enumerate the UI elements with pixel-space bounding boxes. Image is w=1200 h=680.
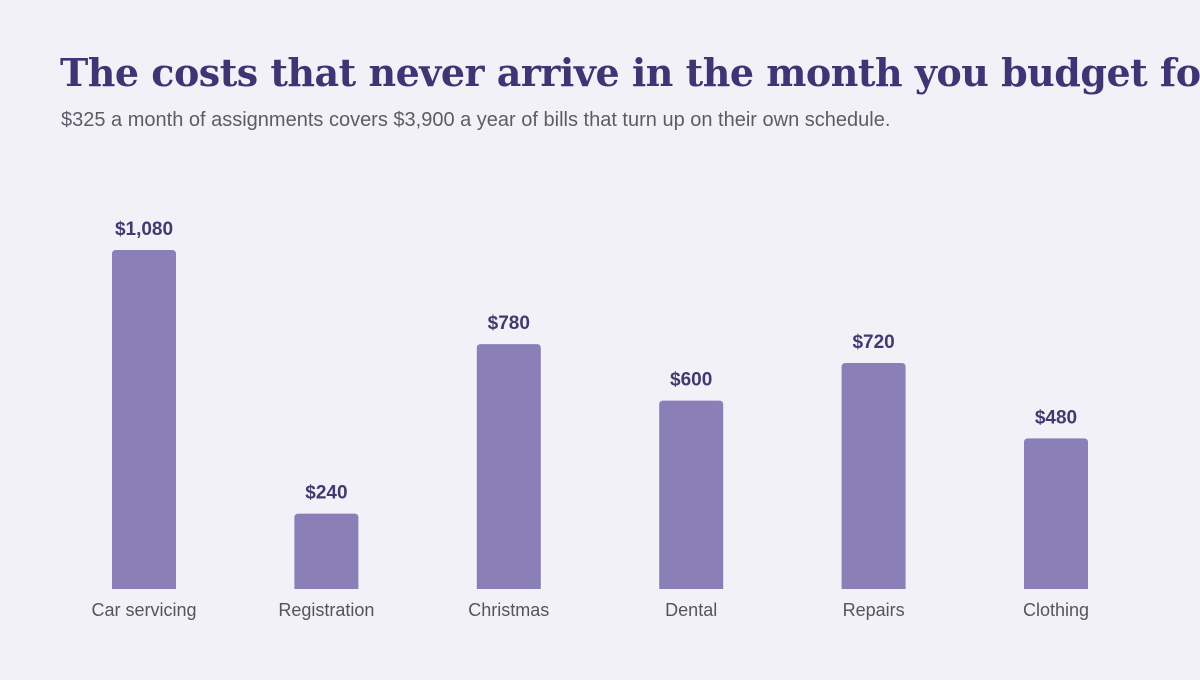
value-label: $480 [1035, 407, 1077, 428]
value-label: $720 [852, 332, 894, 353]
bar-repairs [841, 363, 906, 589]
bar-registration [294, 513, 359, 589]
category-label: Car servicing [91, 600, 196, 620]
category-label: Christmas [468, 600, 549, 620]
chart-title: The costs that never arrive in the month… [60, 50, 1200, 95]
bar-clothing [1024, 438, 1088, 589]
bar-dental [659, 400, 724, 589]
category-label: Dental [665, 600, 717, 620]
value-label: $780 [488, 313, 530, 334]
value-label: $1,080 [115, 219, 173, 240]
chart-subtitle: $325 a month of assignments covers $3,90… [61, 109, 891, 131]
bar-christmas [476, 344, 541, 589]
category-label: Registration [278, 600, 374, 620]
bar-car-servicing [112, 250, 176, 589]
value-label: $240 [305, 483, 347, 504]
value-label: $600 [670, 370, 712, 391]
category-label: Clothing [1023, 600, 1089, 620]
category-label: Repairs [843, 600, 905, 620]
